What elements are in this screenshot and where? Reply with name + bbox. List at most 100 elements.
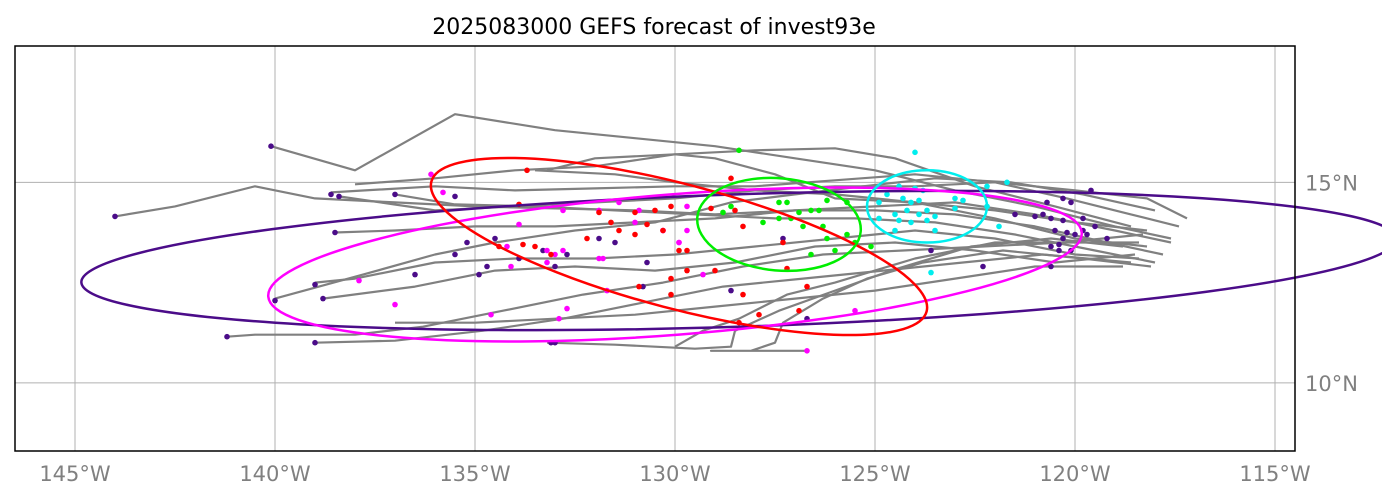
- forecast-point-1-10: [504, 243, 510, 250]
- forecast-point-3-16: [832, 247, 838, 254]
- forecast-point-0-52: [312, 339, 318, 346]
- forecast-point-1-26: [852, 307, 858, 314]
- ensemble-track-17: [709, 249, 1152, 352]
- forecast-point-4-26: [924, 217, 930, 224]
- forecast-point-4-25: [932, 227, 938, 234]
- forecast-point-1-21: [632, 219, 638, 226]
- forecast-point-0-47: [312, 281, 318, 288]
- ensemble-track-3: [334, 209, 1164, 256]
- spread-ellipse-4: [865, 169, 989, 244]
- forecast-point-4-19: [984, 183, 990, 190]
- forecast-point-1-11: [508, 263, 514, 270]
- forecast-point-0-7: [1072, 231, 1078, 238]
- forecast-point-0-3: [1060, 217, 1066, 224]
- forecast-point-0-48: [272, 297, 278, 304]
- forecast-point-3-3: [776, 199, 782, 206]
- forecast-point-4-5: [884, 191, 890, 198]
- forecast-point-0-13: [1048, 263, 1054, 270]
- ensemble-track-8: [322, 241, 1136, 300]
- forecast-point-0-33: [552, 263, 558, 270]
- forecast-point-1-3: [392, 301, 398, 308]
- forecast-point-1-12: [516, 221, 522, 228]
- forecast-point-0-55: [540, 247, 546, 254]
- forecast-point-0-32: [564, 251, 570, 258]
- forecast-point-0-36: [484, 263, 490, 270]
- forecast-point-2-27: [756, 311, 762, 318]
- forecast-point-4-6: [876, 199, 882, 206]
- chart-title: 2025083000 GEFS forecast of invest93e: [432, 15, 876, 40]
- x-tick-label-4: 125°W: [839, 462, 911, 486]
- forecast-point-4-14: [932, 213, 938, 220]
- forecast-point-4-11: [916, 211, 922, 218]
- ensemble-track-4: [270, 113, 1172, 240]
- forecast-point-2-25: [668, 291, 674, 298]
- forecast-point-2-24: [684, 267, 690, 274]
- forecast-point-0-43: [392, 191, 398, 198]
- forecast-point-4-23: [928, 269, 934, 276]
- forecast-point-1-9: [600, 255, 606, 262]
- forecast-point-4-17: [960, 197, 966, 204]
- forecast-point-0-9: [1092, 223, 1098, 230]
- forecast-point-2-29: [740, 291, 746, 298]
- forecast-point-2-13: [616, 227, 622, 234]
- forecast-point-4-21: [996, 223, 1002, 230]
- forecast-point-3-8: [808, 207, 814, 214]
- forecast-point-0-17: [928, 247, 934, 254]
- forecast-point-2-11: [644, 221, 650, 228]
- forecast-point-3-5: [776, 215, 782, 222]
- forecast-point-0-39: [452, 251, 458, 258]
- forecast-point-4-10: [892, 211, 898, 218]
- forecast-point-0-45: [268, 143, 274, 149]
- forecast-point-2-31: [532, 243, 538, 250]
- forecast-point-4-16: [952, 205, 958, 212]
- forecast-point-4-18: [952, 195, 958, 202]
- forecast-point-2-4: [608, 219, 614, 226]
- forecast-point-1-8: [596, 255, 602, 262]
- forecast-point-3-7: [816, 207, 822, 214]
- forecast-point-0-18: [1056, 247, 1062, 254]
- forecast-point-0-35: [492, 235, 498, 242]
- forecast-point-2-2: [596, 209, 602, 216]
- x-tick-label-3: 130°W: [639, 462, 711, 486]
- forecast-point-0-38: [464, 239, 470, 246]
- forecast-point-3-17: [844, 231, 850, 238]
- ensemble-track-14: [274, 177, 1156, 300]
- x-tick-label-2: 135°W: [439, 462, 511, 486]
- forecast-point-0-40: [412, 271, 418, 278]
- y-tick-label-0: 10°N: [1305, 372, 1358, 396]
- forecast-point-1-5: [564, 305, 570, 312]
- forecast-point-2-16: [548, 251, 554, 258]
- forecast-point-4-27: [908, 199, 914, 206]
- forecast-point-1-30: [544, 259, 550, 266]
- forecast-point-4-24: [876, 215, 882, 222]
- forecast-point-3-18: [808, 251, 814, 258]
- forecast-point-0-24: [1064, 229, 1070, 236]
- forecast-point-4-12: [896, 217, 902, 224]
- forecast-point-3-14: [868, 243, 874, 250]
- forecast-points: [112, 143, 1110, 354]
- forecast-point-0-37: [476, 271, 482, 278]
- forecast-point-2-7: [728, 175, 734, 182]
- forecast-point-1-1: [440, 189, 446, 196]
- forecast-point-2-8: [732, 207, 738, 214]
- forecast-point-0-27: [780, 235, 786, 242]
- forecast-point-0-5: [1080, 215, 1086, 222]
- x-tick-label-1: 140°W: [239, 462, 311, 486]
- forecast-point-1-28: [700, 271, 706, 278]
- forecast-point-4-20: [1004, 179, 1010, 186]
- x-tick-label-0: 145°W: [39, 462, 111, 486]
- forecast-point-2-15: [520, 241, 526, 248]
- forecast-point-1-14: [560, 247, 566, 254]
- forecast-point-1-4: [488, 311, 494, 318]
- forecast-point-1-25: [676, 239, 682, 246]
- ensemble-track-11: [395, 265, 1123, 324]
- forecast-point-2-12: [632, 231, 638, 238]
- forecast-point-2-18: [676, 247, 682, 254]
- forecast-point-3-0: [736, 147, 742, 154]
- forecast-point-0-31: [596, 235, 602, 242]
- forecast-point-1-2: [356, 277, 362, 284]
- forecast-point-3-13: [824, 235, 830, 242]
- forecast-point-3-2: [784, 199, 790, 206]
- grid-lines: [15, 46, 1295, 451]
